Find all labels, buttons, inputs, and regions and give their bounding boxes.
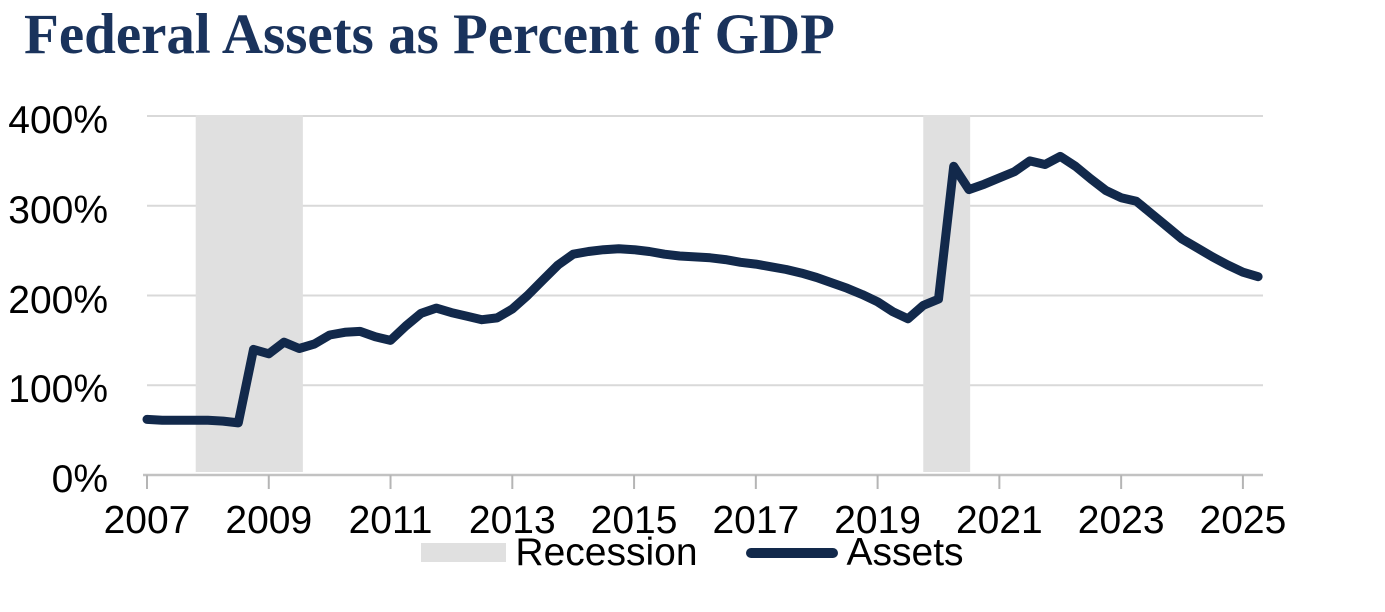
x-axis-label: 2019 <box>834 499 921 542</box>
legend-assets-swatch <box>745 547 838 558</box>
recession-band <box>923 115 971 472</box>
x-axis-label: 2025 <box>1199 499 1287 542</box>
chart-title: Federal Assets as Percent of GDP <box>24 3 835 66</box>
x-axis-label: 2009 <box>225 499 313 542</box>
y-axis-label: 300% <box>8 188 108 232</box>
x-axis-label: 2015 <box>590 499 678 542</box>
legend-assets-label: Assets <box>846 531 964 574</box>
x-axis-label: 2011 <box>348 499 433 542</box>
y-axis-label: 0% <box>51 458 108 501</box>
x-axis-label: 2007 <box>103 499 191 542</box>
x-axis-label: 2023 <box>1077 499 1165 542</box>
legend-recession-label: Recession <box>515 531 698 574</box>
y-axis-label: 100% <box>8 368 108 412</box>
y-axis-label: 400% <box>8 99 108 142</box>
assets-line <box>142 151 1263 428</box>
x-axis-label: 2021 <box>955 499 1043 542</box>
x-axis-label: 2013 <box>468 499 556 542</box>
x-axis-label: 2017 <box>712 499 800 542</box>
recession-band <box>195 115 303 472</box>
legend: Recession Assets <box>0 533 1385 572</box>
legend-recession-swatch <box>421 543 507 562</box>
y-axis-label: 200% <box>8 278 108 322</box>
